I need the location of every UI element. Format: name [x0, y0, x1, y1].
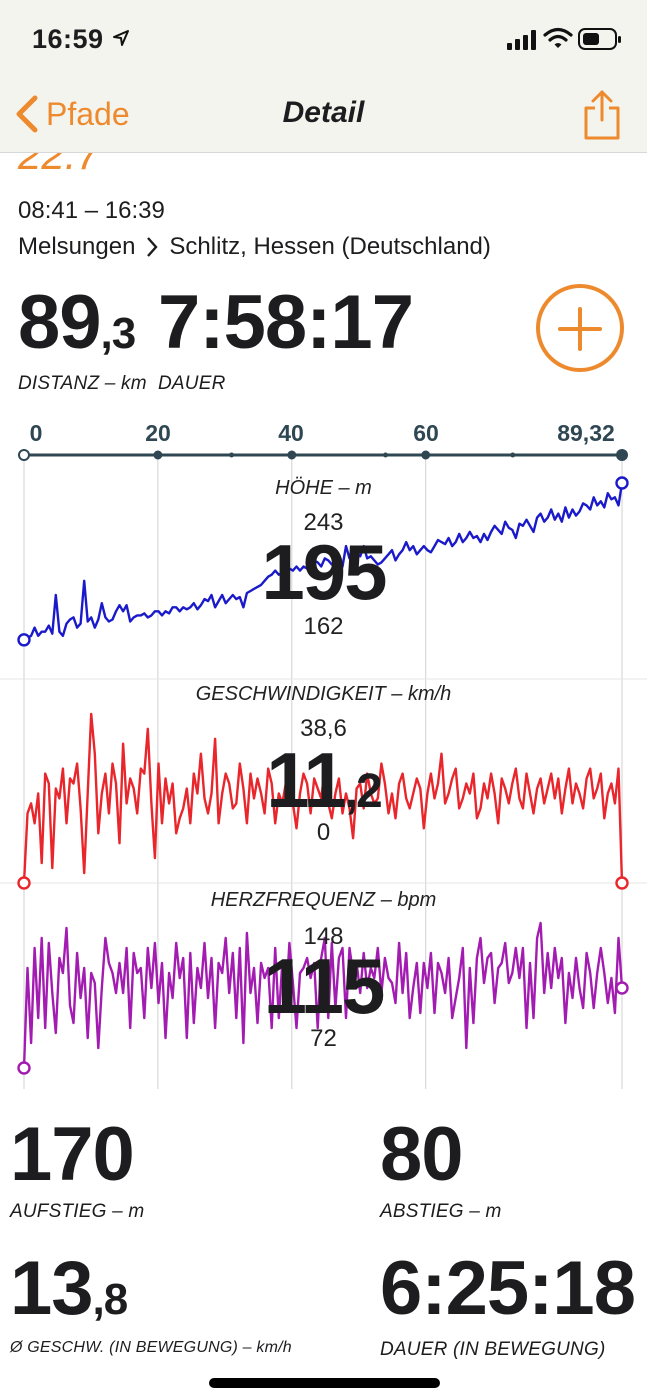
duration-label: DAUER	[158, 373, 226, 394]
chevron-left-icon	[16, 95, 38, 133]
axis-tick-dot	[421, 450, 431, 460]
page-title: Detail	[282, 96, 365, 129]
axis-end-dot	[616, 449, 628, 461]
share-icon[interactable]	[582, 88, 622, 140]
descent-label: ABSTIEG – m	[380, 1201, 502, 1222]
duration-value: 7:58:17	[158, 280, 414, 365]
status-bar: 16:59	[0, 0, 647, 80]
speed-chart-title: GESCHWINDIGKEIT – km/h	[195, 683, 452, 705]
heartrate-min: 72	[310, 1025, 337, 1052]
axis-minor-dot	[510, 452, 516, 458]
ascent-label: AUFSTIEG – m	[10, 1201, 145, 1222]
back-button[interactable]: Pfade	[14, 94, 130, 134]
elevation-chart-title: HÖHE – m	[275, 477, 372, 499]
series-start-dot	[17, 876, 31, 890]
status-time: 16:59	[32, 24, 104, 54]
distance-label: DISTANZ – km	[18, 373, 147, 394]
wifi-icon	[543, 27, 573, 48]
avg-speed-label: Ø GESCHW. (IN BEWEGUNG) – km/h	[10, 1339, 292, 1356]
route-end: Schlitz, Hessen (Deutschland)	[169, 233, 491, 260]
series-end-dot	[615, 476, 629, 490]
route-start: Melsungen	[18, 233, 136, 260]
axis-tick-dot	[153, 450, 163, 460]
speed-line	[22, 712, 624, 884]
heartrate-chart-title: HERZFREQUENZ – bpm	[210, 889, 437, 911]
distance-axis	[18, 449, 628, 461]
speed-min: 0	[316, 819, 331, 846]
elevation-average: 195	[261, 528, 387, 616]
series-end-dot	[615, 981, 629, 995]
axis-tick-dot	[287, 450, 297, 460]
route: Melsungen Schlitz, Hessen (Deutschland)	[18, 233, 491, 261]
track-name: 22.7	[18, 153, 100, 178]
axis-tick-label: 20	[145, 420, 171, 446]
home-indicator[interactable]	[209, 1378, 440, 1388]
heartrate-max: 148	[303, 923, 344, 950]
descent-value: 80	[380, 1112, 464, 1197]
axis-minor-dot	[383, 452, 389, 458]
speed-max: 38,6	[300, 715, 347, 742]
distance-value: 89,3	[18, 280, 136, 365]
navigation-bar: Pfade Detail	[0, 80, 647, 153]
series-start-dot	[17, 633, 31, 647]
detail-content[interactable]: 22.7 08:41 – 16:39 Melsungen Schlitz, He…	[0, 153, 647, 1400]
avg-speed-value: 13,8	[10, 1246, 128, 1331]
location-arrow-icon	[113, 30, 129, 46]
axis-tick-dot	[18, 449, 30, 461]
series-end-dot	[615, 876, 629, 890]
axis-tick-label: 60	[413, 420, 439, 446]
elevation-line	[23, 482, 624, 641]
axis-tick-label: 0	[29, 420, 43, 446]
charts-area[interactable]	[0, 443, 647, 1093]
elevation-max: 243	[303, 509, 344, 536]
moving-duration-value: 6:25:18	[380, 1246, 636, 1331]
elevation-min: 162	[303, 613, 344, 640]
heartrate-average: 115	[263, 942, 386, 1030]
series-start-dot	[17, 1061, 31, 1075]
cellular-signal-icon	[507, 30, 536, 50]
chevron-right-icon	[147, 237, 159, 257]
add-button[interactable]	[536, 284, 624, 372]
back-label: Pfade	[46, 95, 130, 132]
heartrate-line	[22, 921, 624, 1069]
axis-minor-dot	[229, 452, 235, 458]
chart-lines	[17, 476, 629, 1075]
time-range: 08:41 – 16:39	[18, 197, 165, 224]
speed-average: 11,2	[266, 736, 383, 824]
ascent-value: 170	[10, 1112, 135, 1197]
moving-duration-label: DAUER (IN BEWEGUNG)	[380, 1339, 606, 1360]
axis-tick-label: 89,32	[557, 420, 615, 446]
axis-tick-label: 40	[278, 420, 304, 446]
battery-icon	[578, 28, 621, 50]
